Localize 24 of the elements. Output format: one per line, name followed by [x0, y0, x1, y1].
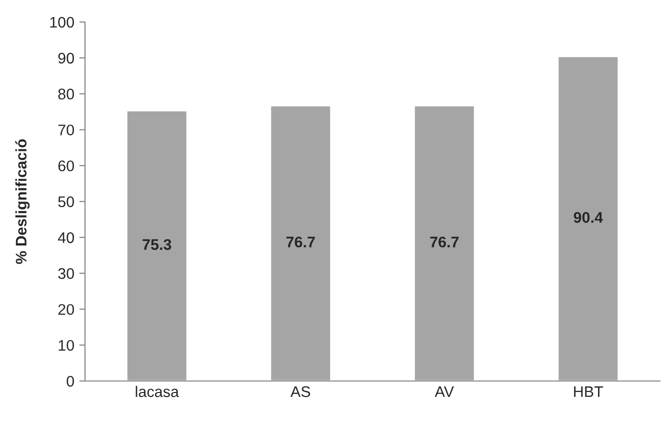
- y-tick-label: 30: [58, 268, 74, 279]
- data-label: 90.4: [574, 212, 603, 223]
- bar: [270, 104, 332, 381]
- x-tick-label: AS: [290, 386, 310, 398]
- y-tick-label: 40: [58, 232, 74, 244]
- bar: [126, 110, 188, 381]
- y-axis-title: % Deslignificació: [15, 139, 30, 264]
- y-tick-label: 20: [58, 304, 74, 315]
- data-label: 75.3: [142, 239, 172, 250]
- y-tick-label: 70: [58, 124, 74, 136]
- y-tick-label: 60: [58, 160, 74, 172]
- y-tick-label: 100: [50, 16, 74, 28]
- y-tick-label: 10: [58, 340, 74, 351]
- bar: [413, 104, 476, 381]
- y-tick-label: 80: [58, 88, 74, 100]
- data-label: 76.7: [430, 236, 459, 248]
- x-tick-label: lacasa: [136, 386, 179, 398]
- y-tick-label: 50: [58, 196, 74, 208]
- y-tick-label: 90: [58, 52, 74, 64]
- y-tick-label: 0: [66, 376, 74, 387]
- x-tick-label: AV: [434, 386, 454, 397]
- bar: [557, 56, 620, 381]
- x-tick-label: HBT: [574, 386, 604, 397]
- data-label: 76.7: [286, 236, 315, 248]
